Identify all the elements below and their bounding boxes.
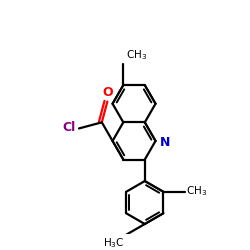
Text: N: N [160, 136, 170, 148]
Text: H$_3$C: H$_3$C [104, 236, 125, 250]
Text: Cl: Cl [62, 121, 76, 134]
Text: O: O [102, 86, 113, 99]
Text: CH$_3$: CH$_3$ [126, 49, 147, 62]
Text: CH$_3$: CH$_3$ [186, 184, 207, 198]
